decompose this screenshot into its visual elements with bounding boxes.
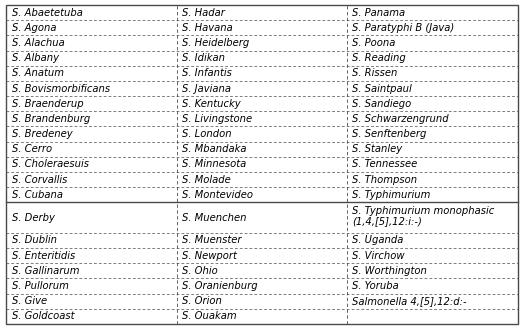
Text: S. Reading: S. Reading bbox=[352, 53, 406, 63]
Text: S. Stanley: S. Stanley bbox=[352, 144, 402, 154]
Text: S. Ouakam: S. Ouakam bbox=[182, 312, 236, 321]
Text: S. Cerro: S. Cerro bbox=[12, 144, 52, 154]
Text: S. Rissen: S. Rissen bbox=[352, 68, 398, 78]
Text: S. Typhimurium monophasic: S. Typhimurium monophasic bbox=[352, 206, 494, 216]
Text: S. Albany: S. Albany bbox=[12, 53, 59, 63]
Text: S. Mbandaka: S. Mbandaka bbox=[182, 144, 246, 154]
Text: S. Derby: S. Derby bbox=[12, 213, 54, 223]
Text: S. Choleraesuis: S. Choleraesuis bbox=[12, 159, 89, 170]
Text: S. Alachua: S. Alachua bbox=[12, 38, 64, 48]
Text: S. Senftenberg: S. Senftenberg bbox=[352, 129, 427, 139]
Text: S. Kentucky: S. Kentucky bbox=[182, 99, 241, 109]
Text: S. Oranienburg: S. Oranienburg bbox=[182, 281, 257, 291]
Text: S. Abaetetuba: S. Abaetetuba bbox=[12, 8, 82, 17]
Text: S. Corvallis: S. Corvallis bbox=[12, 175, 67, 185]
Text: S. Give: S. Give bbox=[12, 296, 47, 306]
Text: S. Molade: S. Molade bbox=[182, 175, 231, 185]
Text: S. Montevideo: S. Montevideo bbox=[182, 190, 253, 200]
Text: S. Dublin: S. Dublin bbox=[12, 236, 57, 245]
Text: S. Poona: S. Poona bbox=[352, 38, 396, 48]
Text: S. Uganda: S. Uganda bbox=[352, 236, 403, 245]
Text: (1,4,[5],12:i:-): (1,4,[5],12:i:-) bbox=[352, 216, 422, 226]
Text: S. Gallinarum: S. Gallinarum bbox=[12, 266, 79, 276]
Text: S. Muenster: S. Muenster bbox=[182, 236, 242, 245]
Text: S. Anatum: S. Anatum bbox=[12, 68, 63, 78]
Text: S. Thompson: S. Thompson bbox=[352, 175, 417, 185]
Text: S. Tennessee: S. Tennessee bbox=[352, 159, 418, 170]
Text: S. Braenderup: S. Braenderup bbox=[12, 99, 83, 109]
Text: S. Goldcoast: S. Goldcoast bbox=[12, 312, 74, 321]
Text: S. Sandiego: S. Sandiego bbox=[352, 99, 411, 109]
Text: S. Hadar: S. Hadar bbox=[182, 8, 225, 17]
Text: S. Saintpaul: S. Saintpaul bbox=[352, 84, 412, 93]
Text: S. Panama: S. Panama bbox=[352, 8, 405, 17]
Text: S. Minnesota: S. Minnesota bbox=[182, 159, 246, 170]
Text: S. Bredeney: S. Bredeney bbox=[12, 129, 72, 139]
Text: Salmonella 4,[5],12:d:-: Salmonella 4,[5],12:d:- bbox=[352, 296, 467, 306]
Text: S. Muenchen: S. Muenchen bbox=[182, 213, 246, 223]
Text: S. London: S. London bbox=[182, 129, 232, 139]
Text: S. Bovismorbificans: S. Bovismorbificans bbox=[12, 84, 110, 93]
Text: S. Schwarzengrund: S. Schwarzengrund bbox=[352, 114, 449, 124]
Text: S. Virchow: S. Virchow bbox=[352, 251, 405, 261]
Text: S. Livingstone: S. Livingstone bbox=[182, 114, 252, 124]
Text: S. Ohio: S. Ohio bbox=[182, 266, 217, 276]
Text: S. Orion: S. Orion bbox=[182, 296, 222, 306]
Text: S. Javiana: S. Javiana bbox=[182, 84, 231, 93]
Text: S. Pullorum: S. Pullorum bbox=[12, 281, 69, 291]
Text: S. Worthington: S. Worthington bbox=[352, 266, 427, 276]
Text: S. Brandenburg: S. Brandenburg bbox=[12, 114, 90, 124]
Text: S. Infantis: S. Infantis bbox=[182, 68, 232, 78]
Text: S. Idikan: S. Idikan bbox=[182, 53, 225, 63]
Text: S. Cubana: S. Cubana bbox=[12, 190, 62, 200]
Text: S. Havana: S. Havana bbox=[182, 23, 233, 33]
Text: S. Yoruba: S. Yoruba bbox=[352, 281, 399, 291]
Text: S. Heidelberg: S. Heidelberg bbox=[182, 38, 249, 48]
Text: S. Enteritidis: S. Enteritidis bbox=[12, 251, 75, 261]
Text: S. Paratyphi B (Java): S. Paratyphi B (Java) bbox=[352, 23, 454, 33]
Text: S. Newport: S. Newport bbox=[182, 251, 237, 261]
Text: S. Typhimurium: S. Typhimurium bbox=[352, 190, 431, 200]
Text: S. Agona: S. Agona bbox=[12, 23, 56, 33]
